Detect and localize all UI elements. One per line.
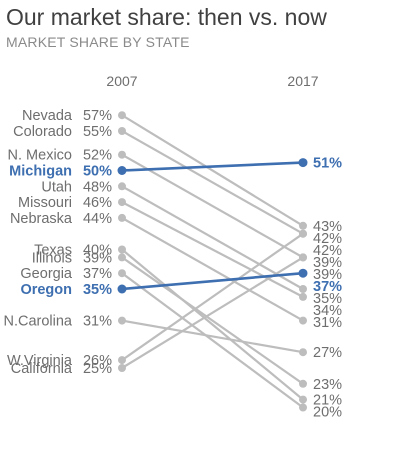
value-end-oregon: 37% — [313, 279, 342, 295]
value-start-illinois: 39% — [83, 250, 112, 266]
state-label-nevada: Nevada — [22, 108, 73, 124]
point-end-missouri — [299, 292, 307, 301]
point-end-michigan — [298, 158, 308, 168]
value-end-w-virginia: 42% — [313, 243, 342, 259]
slope-line-nevada — [121, 114, 304, 227]
value-start-texas: 40% — [83, 243, 112, 259]
slope-line-colorado — [121, 130, 304, 235]
point-end-california — [299, 253, 307, 262]
point-end-georgia — [299, 403, 307, 412]
slope-line-w-virginia — [121, 232, 304, 362]
point-start-n-carolina — [118, 316, 126, 325]
state-label-colorado: Colorado — [13, 124, 72, 140]
point-start-nebraska — [118, 213, 126, 222]
slope-line-illinois — [121, 256, 304, 385]
point-start-nevada — [118, 111, 126, 120]
value-start-nebraska: 44% — [83, 211, 112, 227]
point-start-colorado — [118, 127, 126, 135]
point-end-nevada — [299, 221, 307, 230]
slope-line-nebraska — [121, 216, 304, 322]
point-start-texas — [118, 245, 126, 254]
value-end-illinois: 23% — [313, 377, 342, 393]
value-end-nevada: 43% — [313, 219, 342, 235]
state-label-california: California — [11, 361, 73, 377]
value-start-michigan: 50% — [83, 164, 112, 180]
state-label-w-virginia: W.Virginia — [7, 353, 73, 369]
state-label-n-carolina: N.Carolina — [4, 314, 73, 330]
slope-line-california — [121, 256, 304, 369]
value-end-n-carolina: 27% — [313, 345, 342, 361]
point-start-oregon — [117, 284, 127, 294]
slope-line-oregon — [121, 271, 304, 291]
value-end-california: 39% — [313, 267, 342, 283]
point-start-utah — [118, 182, 126, 191]
value-end-michigan: 51% — [313, 156, 342, 172]
point-start-michigan — [117, 166, 127, 175]
state-label-georgia: Georgia — [20, 266, 73, 282]
state-label-illinois: Illinois — [32, 250, 72, 266]
value-end-texas: 21% — [313, 393, 342, 409]
state-label-texas: Texas — [34, 243, 72, 259]
state-label-n-mexico: N. Mexico — [8, 148, 72, 164]
slope-line-georgia — [121, 272, 304, 409]
value-start-georgia: 37% — [83, 266, 112, 282]
point-end-illinois — [299, 379, 307, 388]
slope-line-michigan — [121, 161, 304, 172]
value-end-utah: 35% — [313, 291, 342, 307]
point-end-texas — [299, 395, 307, 404]
state-label-michigan: Michigan — [9, 164, 72, 180]
value-start-n-mexico: 52% — [83, 148, 112, 164]
value-end-nebraska: 31% — [313, 315, 342, 331]
value-start-california: 25% — [83, 361, 112, 377]
year-label-start: 2007 — [106, 73, 137, 89]
value-start-w-virginia: 26% — [83, 353, 112, 369]
value-end-n-mexico: 39% — [313, 255, 342, 271]
point-end-utah — [299, 285, 307, 293]
point-start-california — [118, 364, 126, 372]
slope-line-texas — [121, 248, 304, 401]
value-start-colorado: 55% — [83, 124, 112, 140]
value-start-nevada: 57% — [83, 108, 112, 124]
point-start-missouri — [118, 198, 126, 207]
point-end-oregon — [298, 268, 308, 278]
slope-line-n-mexico — [121, 153, 304, 259]
state-label-utah: Utah — [41, 179, 72, 195]
chart-subtitle: MARKET SHARE BY STATE — [6, 34, 190, 50]
point-end-w-virginia — [299, 229, 307, 238]
point-end-n-carolina — [299, 348, 307, 357]
slope-line-n-carolina — [121, 319, 304, 354]
point-start-georgia — [118, 269, 126, 278]
state-label-oregon: Oregon — [20, 282, 72, 298]
year-label-end: 2017 — [287, 73, 318, 89]
value-start-missouri: 46% — [83, 195, 112, 211]
point-start-illinois — [118, 253, 126, 262]
slope-line-utah — [121, 185, 304, 290]
point-end-nebraska — [299, 316, 307, 325]
slope-line-missouri — [121, 201, 304, 298]
chart-title: Our market share: then vs. now — [6, 4, 327, 30]
state-label-missouri: Missouri — [18, 195, 72, 211]
value-end-missouri: 34% — [313, 303, 342, 319]
value-start-n-carolina: 31% — [83, 314, 112, 330]
value-end-colorado: 42% — [313, 231, 342, 247]
value-end-georgia: 20% — [313, 405, 342, 421]
point-start-n-mexico — [118, 150, 126, 159]
value-start-utah: 48% — [83, 179, 112, 195]
state-label-nebraska: Nebraska — [10, 211, 73, 227]
point-start-w-virginia — [118, 356, 126, 365]
value-start-oregon: 35% — [83, 282, 112, 298]
